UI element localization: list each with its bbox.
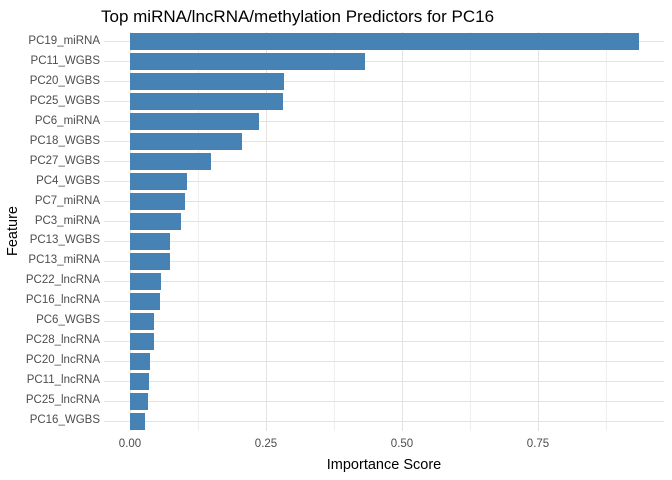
y-axis-tick-label: PC18_WGBS	[29, 134, 100, 147]
gridline-vertical-minor	[197, 32, 199, 431]
y-axis-tick-label: PC20_WGBS	[29, 74, 100, 87]
gridline-horizontal	[104, 101, 664, 103]
y-axis-tick-label: PC22_lncRNA	[25, 274, 100, 287]
y-axis-tick-label: PC28_lncRNA	[25, 334, 100, 347]
y-axis-tick-label: PC6_WGBS	[36, 314, 100, 327]
gridline-horizontal	[104, 221, 664, 223]
y-axis-tick-label: PC25_lncRNA	[25, 394, 100, 407]
bar	[130, 252, 170, 270]
bar	[130, 73, 284, 91]
gridline-horizontal	[104, 240, 664, 242]
bar	[130, 312, 155, 330]
gridline-horizontal	[104, 61, 664, 63]
gridline-horizontal	[104, 181, 664, 183]
gridline-vertical-minor	[469, 32, 471, 431]
gridline-vertical-minor	[605, 32, 607, 431]
y-axis-tick-label: PC13_WGBS	[29, 234, 100, 247]
gridline-horizontal	[104, 280, 664, 282]
gridline-vertical-minor	[333, 32, 335, 431]
gridline-horizontal	[104, 81, 664, 83]
gridline-horizontal	[104, 340, 664, 342]
x-axis-tick-labels: 0.00 0.25 0.50 0.75	[104, 438, 664, 452]
x-axis-title: Importance Score	[326, 457, 442, 473]
y-axis-tick-label: PC7_miRNA	[34, 194, 100, 207]
chart-title: Top miRNA/lncRNA/methylation Predictors …	[101, 7, 495, 26]
gridline-horizontal	[104, 360, 664, 362]
gridline-horizontal	[104, 400, 664, 402]
bar	[130, 352, 151, 370]
gridline-vertical-major	[265, 32, 267, 431]
y-axis-tick-label: PC11_lncRNA	[26, 374, 100, 387]
y-axis-tick-label: PC6_miRNA	[34, 114, 100, 127]
bar	[130, 372, 150, 390]
x-axis-tick-label: 0.25	[254, 438, 278, 450]
y-axis-tick-label: PC27_WGBS	[29, 154, 100, 167]
bar	[130, 272, 161, 290]
x-axis-tick-label: 0.50	[390, 438, 414, 450]
gridline-vertical-major	[537, 32, 539, 431]
gridline-horizontal	[104, 201, 664, 203]
y-axis-tick-label: PC16_WGBS	[29, 414, 100, 427]
y-axis-tick-label: PC16_lncRNA	[25, 294, 100, 307]
bar	[130, 332, 154, 350]
y-axis-tick-label: PC20_lncRNA	[25, 354, 100, 367]
bar	[130, 93, 283, 111]
gridline-horizontal	[104, 320, 664, 322]
gridline-horizontal	[104, 161, 664, 163]
y-axis-tick-label: PC19_miRNA	[28, 34, 100, 47]
bar	[130, 213, 181, 231]
gridline-vertical-major	[401, 32, 403, 431]
gridline-vertical-major	[129, 32, 131, 431]
y-axis-tick-label: PC4_WGBS	[36, 174, 100, 187]
bar	[130, 113, 260, 131]
y-axis-tick-labels: PC19_miRNA PC11_WGBS PC20_WGBS PC25_WGBS PC6…	[0, 32, 100, 431]
bar	[130, 232, 171, 250]
x-axis-tick-label: 0.75	[526, 438, 550, 450]
gridline-horizontal	[104, 300, 664, 302]
y-axis-tick-label: PC3_miRNA	[34, 214, 100, 227]
plot-panel	[104, 32, 664, 431]
bar	[130, 392, 148, 410]
gridline-horizontal	[104, 141, 664, 143]
bar	[130, 153, 211, 171]
gridline-horizontal	[104, 420, 664, 422]
bar	[130, 173, 187, 191]
gridline-horizontal	[104, 380, 664, 382]
bar	[130, 193, 185, 211]
bar	[130, 133, 243, 151]
bar	[130, 292, 160, 310]
bar	[130, 412, 145, 430]
y-axis-tick-label: PC11_WGBS	[30, 54, 100, 67]
bar	[130, 53, 365, 71]
gridline-horizontal	[104, 260, 664, 262]
gridline-horizontal	[104, 121, 664, 123]
y-axis-tick-label: PC13_miRNA	[28, 254, 100, 267]
y-axis-tick-label: PC25_WGBS	[29, 94, 100, 107]
x-axis-tick-label: 0.00	[118, 438, 142, 450]
bar	[130, 33, 640, 51]
